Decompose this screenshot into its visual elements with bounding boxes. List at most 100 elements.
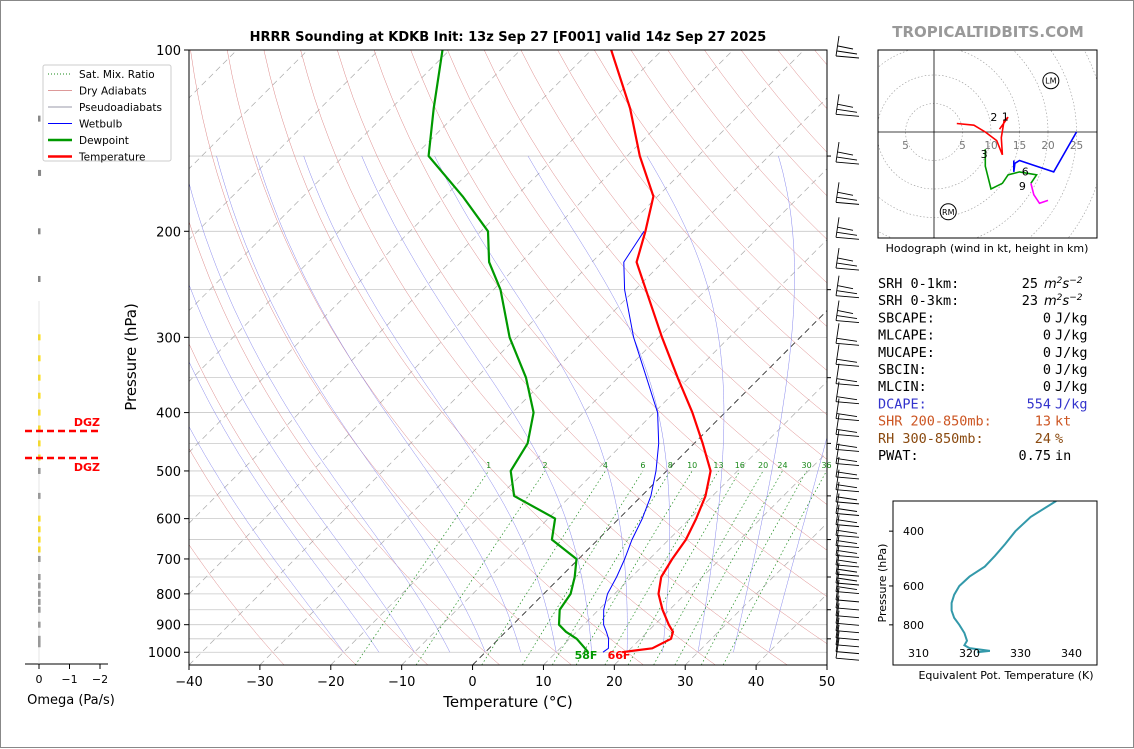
barb-flag bbox=[836, 592, 859, 594]
omega-bar bbox=[38, 116, 41, 122]
wind-barb bbox=[836, 611, 859, 633]
barb-flag bbox=[837, 338, 857, 341]
wind-barb bbox=[836, 344, 859, 366]
stat-name: SBCAPE: bbox=[878, 310, 935, 326]
wind-barb bbox=[836, 301, 859, 323]
wind-barb bbox=[836, 588, 859, 610]
hodo-ring-label: 20 bbox=[1041, 140, 1054, 152]
skewt-frame bbox=[189, 50, 827, 665]
wind-barb bbox=[836, 596, 859, 618]
stat-unit: J/kg bbox=[1055, 345, 1088, 361]
barb-flag bbox=[836, 525, 859, 527]
barb-flag bbox=[838, 258, 853, 261]
omega-bars bbox=[38, 116, 41, 664]
wind-barb bbox=[836, 217, 859, 239]
y-axis-label: Pressure (hPa) bbox=[122, 303, 140, 411]
barb-flag bbox=[836, 502, 859, 504]
barb-flag bbox=[836, 565, 859, 567]
mixing-ratio-label: 36 bbox=[821, 461, 831, 470]
hodo-height-label: 3 bbox=[981, 148, 988, 161]
x-tick-label: 0 bbox=[468, 675, 476, 690]
wind-barb bbox=[836, 414, 859, 436]
y-tick-label: 400 bbox=[156, 407, 181, 422]
stat-name: DCAPE: bbox=[878, 396, 927, 412]
barb-flag bbox=[837, 497, 857, 500]
omega-tick-label: −2 bbox=[92, 673, 108, 686]
barb-staff bbox=[836, 515, 839, 535]
stat-unit: J/kg bbox=[1055, 379, 1088, 395]
barb-flag bbox=[836, 514, 859, 516]
hodo-ring-label: 5 bbox=[902, 140, 909, 152]
x-tick-label: 50 bbox=[819, 675, 836, 690]
wind-barb bbox=[836, 638, 859, 660]
mixing-ratio-label: 20 bbox=[758, 461, 768, 470]
barb-staff bbox=[836, 364, 839, 384]
x-tick-label: −20 bbox=[317, 675, 344, 690]
barb-flag bbox=[838, 104, 853, 107]
barb-flag bbox=[837, 459, 857, 462]
legend-label: Wetbulb bbox=[79, 119, 123, 131]
hodo-height-label: 6 bbox=[1022, 165, 1029, 178]
unit-base: m bbox=[1044, 277, 1057, 292]
barb-flag bbox=[837, 550, 857, 553]
barb-flag bbox=[837, 541, 857, 544]
y-tick-label: 100 bbox=[156, 44, 181, 59]
omega-tick-label: 0 bbox=[36, 673, 43, 686]
mixing-ratio-line bbox=[701, 471, 806, 665]
hodo-height-label: 2 bbox=[990, 111, 997, 124]
barb-flag bbox=[836, 546, 859, 548]
mixing-ratio-label: 2 bbox=[543, 461, 548, 470]
chart-title: HRRR Sounding at KDKB Init: 13z Sep 27 [… bbox=[250, 30, 767, 45]
mixing-ratio-line bbox=[723, 471, 826, 665]
watermark: TROPICALTIDBITS.COM bbox=[892, 23, 1084, 41]
barb-flag bbox=[837, 578, 857, 581]
barb-flag bbox=[836, 490, 859, 492]
omega-bar bbox=[38, 228, 41, 234]
x-tick-label: 10 bbox=[535, 675, 552, 690]
barb-flag bbox=[837, 232, 857, 235]
y-tick-label: 600 bbox=[156, 513, 181, 528]
unit-sup: −2 bbox=[1069, 293, 1083, 303]
barb-flag bbox=[837, 587, 857, 590]
barb-flag bbox=[836, 574, 859, 576]
wind-barb bbox=[836, 94, 859, 116]
mixing-ratio-label: 30 bbox=[802, 461, 812, 470]
barb-flag bbox=[837, 316, 857, 319]
barb-flag bbox=[836, 343, 859, 345]
barb-flag bbox=[838, 152, 853, 155]
stat-unit: J/kg bbox=[1055, 362, 1088, 378]
barb-flag bbox=[836, 449, 859, 451]
dry-adiabat bbox=[301, 50, 788, 665]
barb-staff bbox=[836, 323, 839, 343]
hodo-trace bbox=[1031, 183, 1048, 203]
moist-adiabat bbox=[256, 156, 521, 652]
barb-flag bbox=[836, 535, 859, 537]
stat-name: PWAT: bbox=[878, 448, 919, 464]
barb-flag bbox=[836, 464, 859, 466]
moist-adiabat bbox=[647, 156, 724, 652]
y-tick-label: 700 bbox=[156, 553, 181, 568]
barb-flag bbox=[837, 263, 857, 266]
stat-unit: m2s−2 bbox=[1044, 293, 1083, 309]
dgz-label-top: DGZ bbox=[74, 416, 100, 429]
theta-e-y-tick-label: 600 bbox=[903, 580, 924, 593]
x-tick-label: 20 bbox=[606, 675, 623, 690]
wind-barb bbox=[836, 429, 859, 451]
stat-name: SRH 0-3km: bbox=[878, 293, 959, 309]
moist-adiabat bbox=[217, 156, 486, 652]
legend-label: Dewpoint bbox=[79, 135, 129, 147]
hodo-height-label: 1 bbox=[1002, 111, 1009, 124]
barb-flag bbox=[837, 509, 857, 512]
barb-flag bbox=[838, 46, 853, 49]
stat-value: 0 bbox=[1043, 362, 1051, 378]
unit-sup: −2 bbox=[1069, 276, 1083, 286]
mixing-ratio-label: 4 bbox=[603, 461, 608, 470]
mixing-ratio-label: 8 bbox=[668, 461, 673, 470]
stat-unit: J/kg bbox=[1055, 310, 1088, 326]
stat-name: RH 300-850mb: bbox=[878, 431, 984, 447]
wind-barb bbox=[836, 36, 859, 58]
